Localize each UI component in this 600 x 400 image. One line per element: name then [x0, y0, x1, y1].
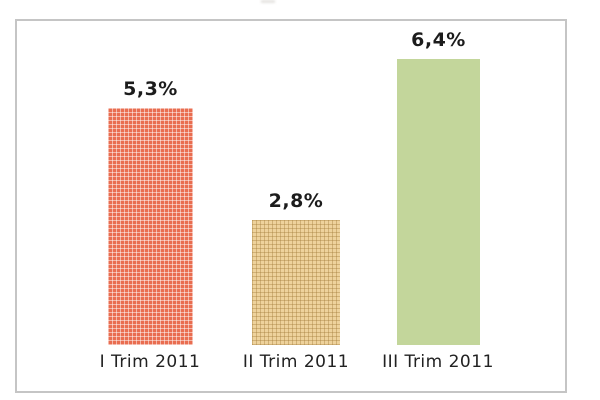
value-label-ii-trim-2011: 2,8%	[268, 190, 324, 212]
bar-group-iii-trim-2011: 6,4%	[397, 29, 480, 345]
category-label-iii-trim-2011: III Trim 2011	[382, 352, 494, 372]
bar-iii-trim-2011	[397, 59, 480, 345]
chart-frame: 5,3% 2,8% 6,4% I Trim 2011 II Trim 2011 …	[15, 19, 567, 393]
bar-group-ii-trim-2011: 2,8%	[252, 190, 340, 345]
bar-ii-trim-2011	[252, 220, 340, 345]
bar-i-trim-2011	[108, 108, 193, 345]
bar-group-i-trim-2011: 5,3%	[108, 78, 193, 345]
value-label-i-trim-2011: 5,3%	[123, 78, 178, 100]
category-label-ii-trim-2011: II Trim 2011	[242, 352, 350, 372]
value-label-iii-trim-2011: 6,4%	[411, 29, 466, 51]
cropped-text-artifact	[261, 0, 275, 3]
plot-area: 5,3% 2,8% 6,4% I Trim 2011 II Trim 2011 …	[17, 21, 565, 391]
category-label-i-trim-2011: I Trim 2011	[99, 352, 201, 372]
